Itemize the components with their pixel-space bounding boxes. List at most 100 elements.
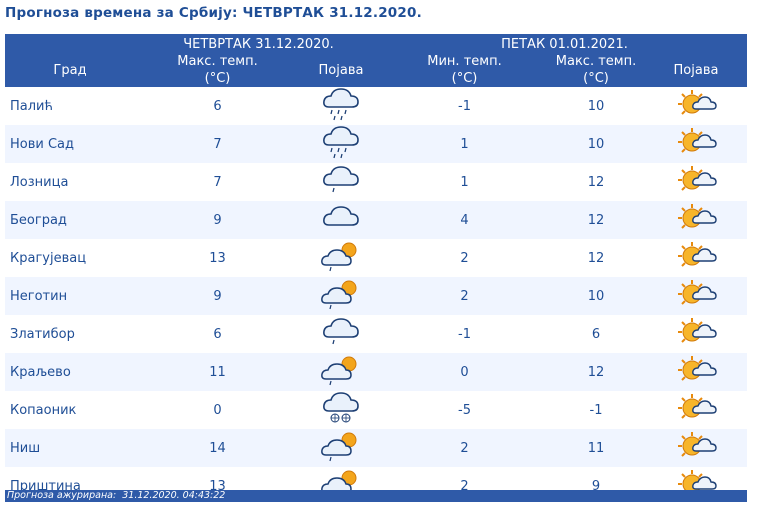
cloud-drizzle-icon <box>300 163 382 201</box>
min-temp-2-cell: 4 <box>382 201 547 239</box>
phenomenon-1-cell <box>300 467 382 505</box>
table-row: Приштина 13 2 9 <box>5 467 747 505</box>
cloud-rain-icon <box>300 125 382 163</box>
max-temp-1-cell: 11 <box>135 353 300 391</box>
max-temp-2-cell: 9 <box>591 478 601 494</box>
min-temp-2-cell: 1 <box>382 125 547 163</box>
max-temp-1-cell: 13 <box>209 250 226 266</box>
phenomenon-2-cell <box>645 353 747 391</box>
table-row: Неготин 9 2 10 <box>5 277 747 315</box>
max-temp-1-cell: 13 <box>209 478 226 494</box>
phenomenon-1-cell <box>300 163 382 201</box>
sun-cloud-icon <box>645 353 747 391</box>
city-cell: Ниш <box>5 429 135 467</box>
max-temp-1-cell: 9 <box>135 277 300 315</box>
min-temp-2-cell: -5 <box>458 402 471 418</box>
phenomenon-2-cell <box>645 125 747 163</box>
unit-1-header: (°C) <box>135 70 300 87</box>
sun-cloud-icon <box>645 239 747 277</box>
table-row: Београд 9 4 12 <box>5 201 747 239</box>
min-temp-2-cell: 2 <box>382 277 547 315</box>
max-temp-1-cell: 6 <box>213 326 222 342</box>
update-text: Прогноза ажурирана: 31.12.2020. 04:43:22 <box>7 490 226 501</box>
max-temp-1-header: Макс. темп. <box>135 53 300 70</box>
phenomenon-2-cell <box>645 201 747 239</box>
sun-cloud-drizzle-icon <box>300 239 382 277</box>
min-temp-2-cell: 0 <box>382 353 547 391</box>
max-temp-1-cell: 14 <box>135 429 300 467</box>
phenomenon-2-cell <box>645 87 747 125</box>
max-temp-1-cell: 7 <box>213 174 222 190</box>
min-temp-2-cell: 2 <box>382 429 547 467</box>
max-temp-2-header: Макс. темп. <box>547 53 645 70</box>
city-cell: Краљево <box>5 353 135 391</box>
sun-cloud-drizzle-icon <box>300 429 382 467</box>
day1-header: ЧЕТВРТАК 31.12.2020. <box>135 34 382 53</box>
table-row: Ниш 14 2 11 <box>5 429 747 467</box>
unit-2-header: (°C) <box>382 70 547 87</box>
phenomenon-1-cell <box>300 429 382 467</box>
cloud-icon <box>300 201 382 239</box>
forecast-table-wrapper: ЧЕТВРТАК 31.12.2020. ПЕТАК 01.01.2021. Г… <box>5 34 747 505</box>
phenomenon-2-cell <box>645 239 747 277</box>
city-cell: Палић <box>10 98 53 114</box>
cloud-snow-icon <box>300 391 382 429</box>
phenomenon-2-header: Појава <box>645 53 747 87</box>
city-cell: Неготин <box>5 277 135 315</box>
sun-cloud-drizzle-icon <box>300 467 382 505</box>
max-temp-2-cell: 10 <box>547 277 645 315</box>
table-row: Копаоник 0 -5 -1 <box>5 391 747 429</box>
min-temp-2-cell: -1 <box>458 98 471 114</box>
city-cell: Београд <box>5 201 135 239</box>
city-cell: Приштина <box>10 478 81 494</box>
unit-3-header: (°C) <box>547 70 645 87</box>
min-temp-2-cell: 1 <box>460 174 469 190</box>
table-row: Краљево 11 0 12 <box>5 353 747 391</box>
phenomenon-2-cell <box>645 277 747 315</box>
table-row: Крагујевац 13 2 12 <box>5 239 747 277</box>
city-cell: Крагујевац <box>10 250 87 266</box>
sun-cloud-drizzle-icon <box>300 277 382 315</box>
phenomenon-1-cell <box>300 391 382 429</box>
phenomenon-2-cell <box>645 391 747 429</box>
table-body: Палић 6 -1 10 Нови Сад 7 1 10 Лозница 7 1 12 Београд… <box>5 87 747 505</box>
city-cell: Нови Сад <box>5 125 135 163</box>
phenomenon-1-header: Појава <box>300 53 382 87</box>
phenomenon-1-cell <box>300 125 382 163</box>
phenomenon-1-cell <box>300 201 382 239</box>
city-column-header: Град <box>5 53 135 87</box>
cloud-rain-icon <box>300 87 382 125</box>
forecast-table: ЧЕТВРТАК 31.12.2020. ПЕТАК 01.01.2021. Г… <box>5 34 747 505</box>
phenomenon-1-cell <box>300 87 382 125</box>
table-row: Нови Сад 7 1 10 <box>5 125 747 163</box>
sun-cloud-drizzle-icon <box>300 353 382 391</box>
phenomenon-1-cell <box>300 353 382 391</box>
min-temp-2-header: Мин. темп. <box>382 53 547 70</box>
sun-cloud-icon <box>645 277 747 315</box>
max-temp-2-cell: 6 <box>591 326 601 342</box>
sun-cloud-icon <box>645 125 747 163</box>
phenomenon-1-cell <box>300 315 382 353</box>
day2-header: ПЕТАК 01.01.2021. <box>382 34 747 53</box>
max-temp-2-cell: 12 <box>547 353 645 391</box>
min-temp-2-cell: 2 <box>460 250 469 266</box>
cloud-drizzle-icon <box>300 315 382 353</box>
table-row: Златибор 6 -1 6 <box>5 315 747 353</box>
phenomenon-1-cell <box>300 277 382 315</box>
min-temp-2-cell: 2 <box>460 478 469 494</box>
city-cell: Златибор <box>10 326 75 342</box>
sun-cloud-icon <box>645 467 747 505</box>
city-cell: Лозница <box>10 174 69 190</box>
max-temp-1-cell: 6 <box>213 98 222 114</box>
phenomenon-2-cell <box>645 315 747 353</box>
sun-cloud-icon <box>645 201 747 239</box>
sun-cloud-icon <box>645 163 747 201</box>
max-temp-1-cell: 7 <box>135 125 300 163</box>
page-title: Прогноза времена за Србију: ЧЕТВРТАК 31.… <box>5 5 422 21</box>
update-footer: Прогноза ажурирана: 31.12.2020. 04:43:22 <box>5 490 747 502</box>
table-row: Палић 6 -1 10 <box>5 87 747 125</box>
max-temp-2-cell: 11 <box>547 429 645 467</box>
max-temp-2-cell: -1 <box>589 402 603 418</box>
phenomenon-2-cell <box>645 163 747 201</box>
sun-cloud-icon <box>645 391 747 429</box>
